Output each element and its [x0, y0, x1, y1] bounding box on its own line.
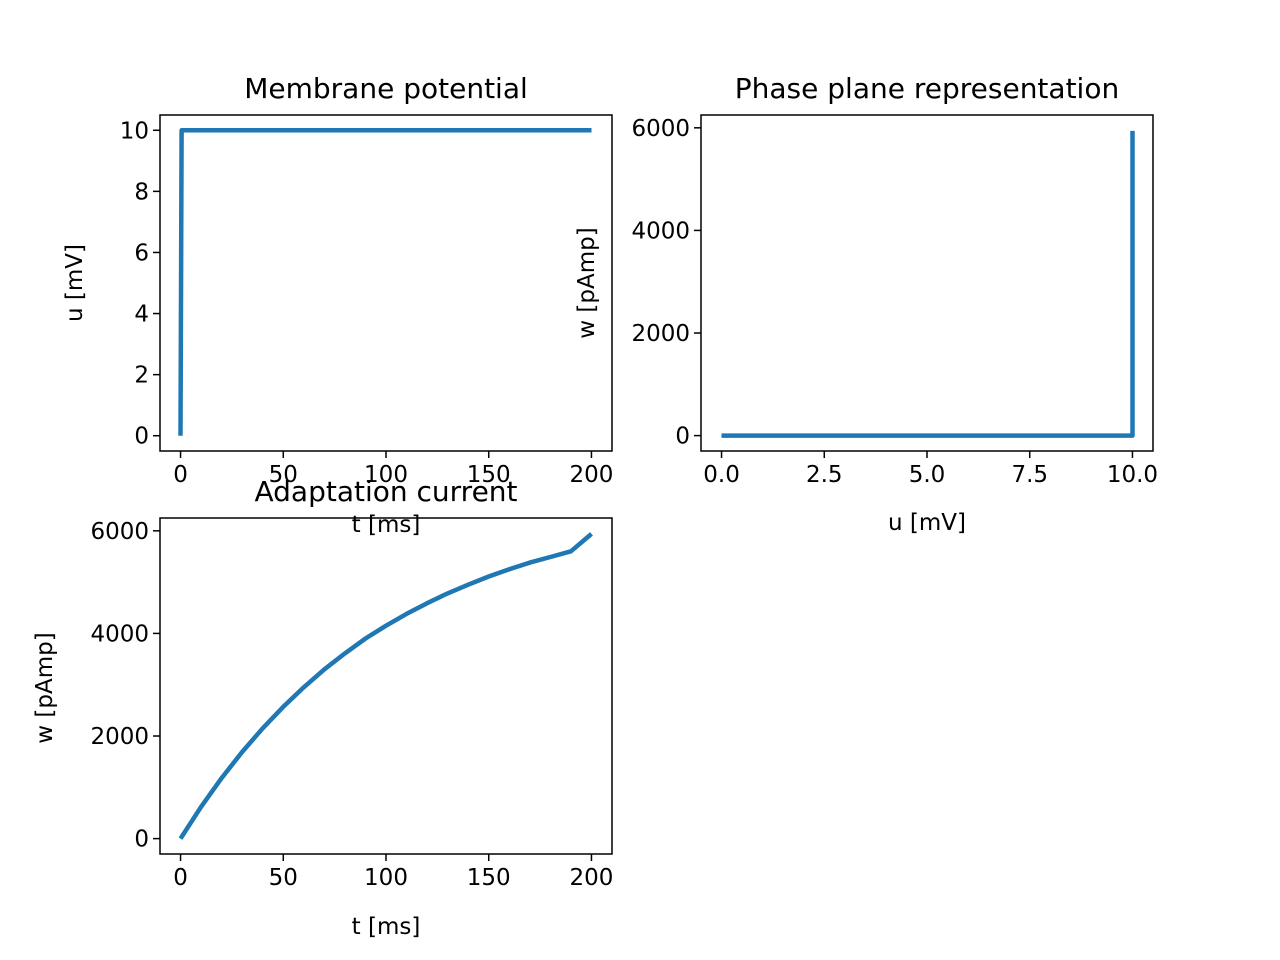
- y-tick-label: 8: [134, 179, 149, 205]
- y-axis-label: u [mV]: [62, 244, 88, 322]
- y-tick-label: 6: [134, 240, 149, 266]
- series-line-1: [178, 128, 592, 436]
- x-tick-label: 150: [467, 865, 511, 891]
- x-tick-label: 0.0: [703, 462, 740, 488]
- y-tick-label: 4000: [631, 218, 690, 244]
- series-line-1: [721, 130, 1135, 438]
- x-tick-label: 50: [269, 462, 298, 488]
- x-tick-label: 150: [467, 462, 511, 488]
- y-axis-label: w [pAmp]: [574, 227, 600, 338]
- y-tick-label: 0: [675, 424, 690, 450]
- y-tick-label: 4: [134, 302, 149, 328]
- x-tick-label: 0: [173, 462, 188, 488]
- chart-adaptation-current: Adaptation current t [ms] w [pAmp] 0 50 10…: [32, 475, 613, 940]
- x-tick-label: 2.5: [806, 462, 843, 488]
- y-tick-label: 4000: [90, 621, 149, 647]
- x-tick-label: 100: [364, 462, 408, 488]
- x-tick-label: 10.0: [1107, 462, 1158, 488]
- x-tick-label: 7.5: [1011, 462, 1048, 488]
- y-tick-label: 2: [134, 363, 149, 389]
- x-axis-label: t [ms]: [352, 512, 421, 538]
- y-tick-label: 2000: [631, 321, 690, 347]
- y-tick-label: 6000: [90, 519, 149, 545]
- chart-title: Phase plane representation: [735, 72, 1119, 105]
- y-tick-label: 10: [120, 118, 149, 144]
- x-axis-label: t [ms]: [352, 914, 421, 940]
- x-tick-label: 100: [364, 865, 408, 891]
- y-tick-label: 6000: [631, 116, 690, 142]
- chart-title: Adaptation current: [254, 475, 517, 508]
- series-line-1: [178, 532, 593, 840]
- y-tick-label: 0: [134, 827, 149, 853]
- chart-membrane-potential: Membrane potential t [ms] u [mV] 0 50 100 1…: [62, 72, 613, 538]
- y-axis-label: w [pAmp]: [32, 632, 58, 743]
- x-tick-label: 5.0: [909, 462, 946, 488]
- x-tick-label: 50: [269, 865, 298, 891]
- x-tick-label: 0: [173, 865, 188, 891]
- y-tick-label: 0: [134, 424, 149, 450]
- y-tick-label: 2000: [90, 724, 149, 750]
- x-tick-label: 200: [570, 462, 614, 488]
- chart-title: Membrane potential: [244, 72, 528, 105]
- x-axis-label: u [mV]: [888, 510, 966, 536]
- x-tick-label: 200: [570, 865, 614, 891]
- chart-phase-plane: Phase plane representation u [mV] w [pAm…: [574, 72, 1158, 536]
